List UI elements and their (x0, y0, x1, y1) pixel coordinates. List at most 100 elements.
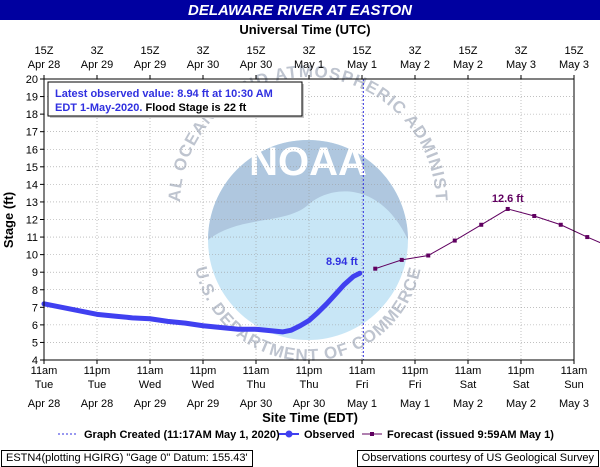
forecast-point (479, 222, 484, 227)
top-tick-label: 15Z (35, 45, 54, 57)
y-axis: 4 5 6 7 8 9 10 11 12 13 14 15 16 17 18 19 20 (26, 74, 44, 367)
bottom-tick-time: 11am (31, 365, 58, 377)
top-tick-label: 15Z (247, 45, 266, 57)
bottom-tick-date: Apr 28 (28, 398, 60, 410)
gage-datum-note: ESTN4(plotting HGIRG) "Gage 0" Datum: 15… (1, 450, 253, 467)
bottom-tick-date: Apr 30 (293, 398, 325, 410)
bottom-tick-time: 11pm (296, 365, 323, 377)
bottom-tick-date: May 1 (347, 398, 377, 410)
forecast-point (505, 206, 510, 211)
forecast-points (373, 206, 590, 271)
plot-frame (43, 78, 575, 361)
y-tick-label: 7 (32, 302, 38, 314)
legend-observed-marker (285, 430, 293, 438)
bottom-tick-time: 11am (455, 365, 482, 377)
latest-observation-box: Latest observed value: 8.94 ft at 10:30 … (47, 81, 304, 118)
forecast-point (532, 213, 537, 218)
bottom-tick-date: Apr 29 (187, 398, 219, 410)
y-tick-label: 16 (26, 144, 38, 156)
bottom-tick-day: Tue (35, 379, 54, 391)
bottom-tick-time: 11am (137, 365, 164, 377)
observed-series-line (41, 270, 363, 335)
bottom-tick-time: 11pm (190, 365, 217, 377)
top-tick-label: 3Z (515, 45, 528, 57)
bottom-tick-time: 11pm (508, 365, 535, 377)
bottom-tick-day: Thu (247, 379, 266, 391)
top-tick-date: Apr 29 (81, 59, 113, 71)
top-tick-date: May 1 (294, 59, 324, 71)
top-tick-date: Apr 30 (187, 59, 219, 71)
forecast-point (585, 235, 590, 240)
y-tick-label: 18 (26, 109, 38, 121)
noaa-logo-text: NOAA (249, 140, 367, 184)
top-tick-label: 3Z (303, 45, 316, 57)
title-bar (0, 0, 600, 20)
top-tick-date: May 1 (347, 59, 377, 71)
forecast-point (558, 222, 563, 227)
bottom-tick-day: Sun (564, 379, 584, 391)
latest-observation-line1: Latest observed value: 8.94 ft at 10:30 … (55, 88, 273, 100)
top-tick-date: Apr 30 (240, 59, 272, 71)
forecast-point (373, 266, 378, 271)
top-tick-label: 3Z (197, 45, 210, 57)
y-tick-label: 15 (26, 162, 38, 174)
top-tick-label: 3Z (409, 45, 422, 57)
y-tick-label: 13 (26, 197, 38, 209)
bottom-time-axis: 11am Tue Apr 28 11pm Tue Apr 28 11am Wed Apr 29 1… (28, 360, 589, 410)
top-tick-date: May 3 (506, 59, 536, 71)
observed-value-label: 8.94 ft (326, 256, 358, 268)
bottom-tick-date: May 1 (400, 398, 430, 410)
latest-observation-frame (47, 81, 303, 117)
bottom-tick-date: May 2 (506, 398, 536, 410)
noaa-logo-bird (208, 140, 408, 240)
y-tick-label: 14 (26, 179, 38, 191)
y-tick-label: 9 (32, 267, 38, 279)
y-tick-label: 20 (26, 74, 38, 86)
bottom-tick-time: 11am (243, 365, 270, 377)
forecast-point (452, 238, 457, 243)
y-tick-label: 17 (26, 127, 38, 139)
forecast-point (426, 253, 431, 258)
y-tick-label: 6 (32, 320, 38, 332)
y-tick-label: 5 (32, 337, 38, 349)
bottom-tick-day: Sat (513, 379, 530, 391)
top-tick-date: May 3 (559, 59, 589, 71)
forecast-series-line (375, 208, 600, 270)
legend: Graph Created (11:17AM May 1, 2020) Obse… (58, 429, 554, 441)
bottom-tick-day: Thu (300, 379, 319, 391)
bottom-tick-day: Fri (409, 379, 422, 391)
bottom-tick-time: 11am (561, 365, 588, 377)
top-tick-label: 15Z (353, 45, 372, 57)
forecast-peak-label: 12.6 ft (492, 193, 524, 205)
top-time-axis: 15Z Apr 28 3Z Apr 29 15Z Apr 29 3Z Apr 30 15Z Apr… (28, 45, 589, 79)
bottom-tick-time: 11am (349, 365, 376, 377)
legend-observed-label: Observed (304, 429, 355, 441)
bottom-tick-time: 11pm (84, 365, 111, 377)
top-axis-title: Universal Time (UTC) (239, 22, 370, 37)
bottom-tick-day: Wed (192, 379, 214, 391)
y-tick-label: 11 (27, 232, 38, 244)
y-tick-label: 4 (32, 355, 38, 367)
bottom-tick-time: 11pm (402, 365, 429, 377)
top-tick-label: 15Z (141, 45, 160, 57)
chart-title: DELAWARE RIVER AT EASTON (188, 2, 413, 19)
top-tick-label: 15Z (565, 45, 584, 57)
y-tick-label: 8 (32, 285, 38, 297)
top-tick-date: Apr 28 (28, 59, 60, 71)
latest-observation-line2: EDT 1-May-2020. Flood Stage is 22 ft (55, 102, 247, 114)
y-axis-title: Stage (ft) (1, 192, 16, 248)
bottom-tick-day: Fri (356, 379, 369, 391)
bottom-tick-date: Apr 28 (81, 398, 113, 410)
top-tick-label: 15Z (459, 45, 478, 57)
bottom-tick-date: May 3 (559, 398, 589, 410)
legend-created-label: Graph Created (11:17AM May 1, 2020) (84, 429, 280, 441)
top-tick-date: Apr 29 (134, 59, 166, 71)
bottom-tick-date: May 2 (453, 398, 483, 410)
forecast-point (399, 257, 404, 262)
bottom-tick-day: Tue (88, 379, 107, 391)
legend-forecast-label: Forecast (issued 9:59AM May 1) (387, 429, 554, 441)
y-tick-label: 12 (26, 215, 38, 227)
top-tick-label: 3Z (91, 45, 104, 57)
